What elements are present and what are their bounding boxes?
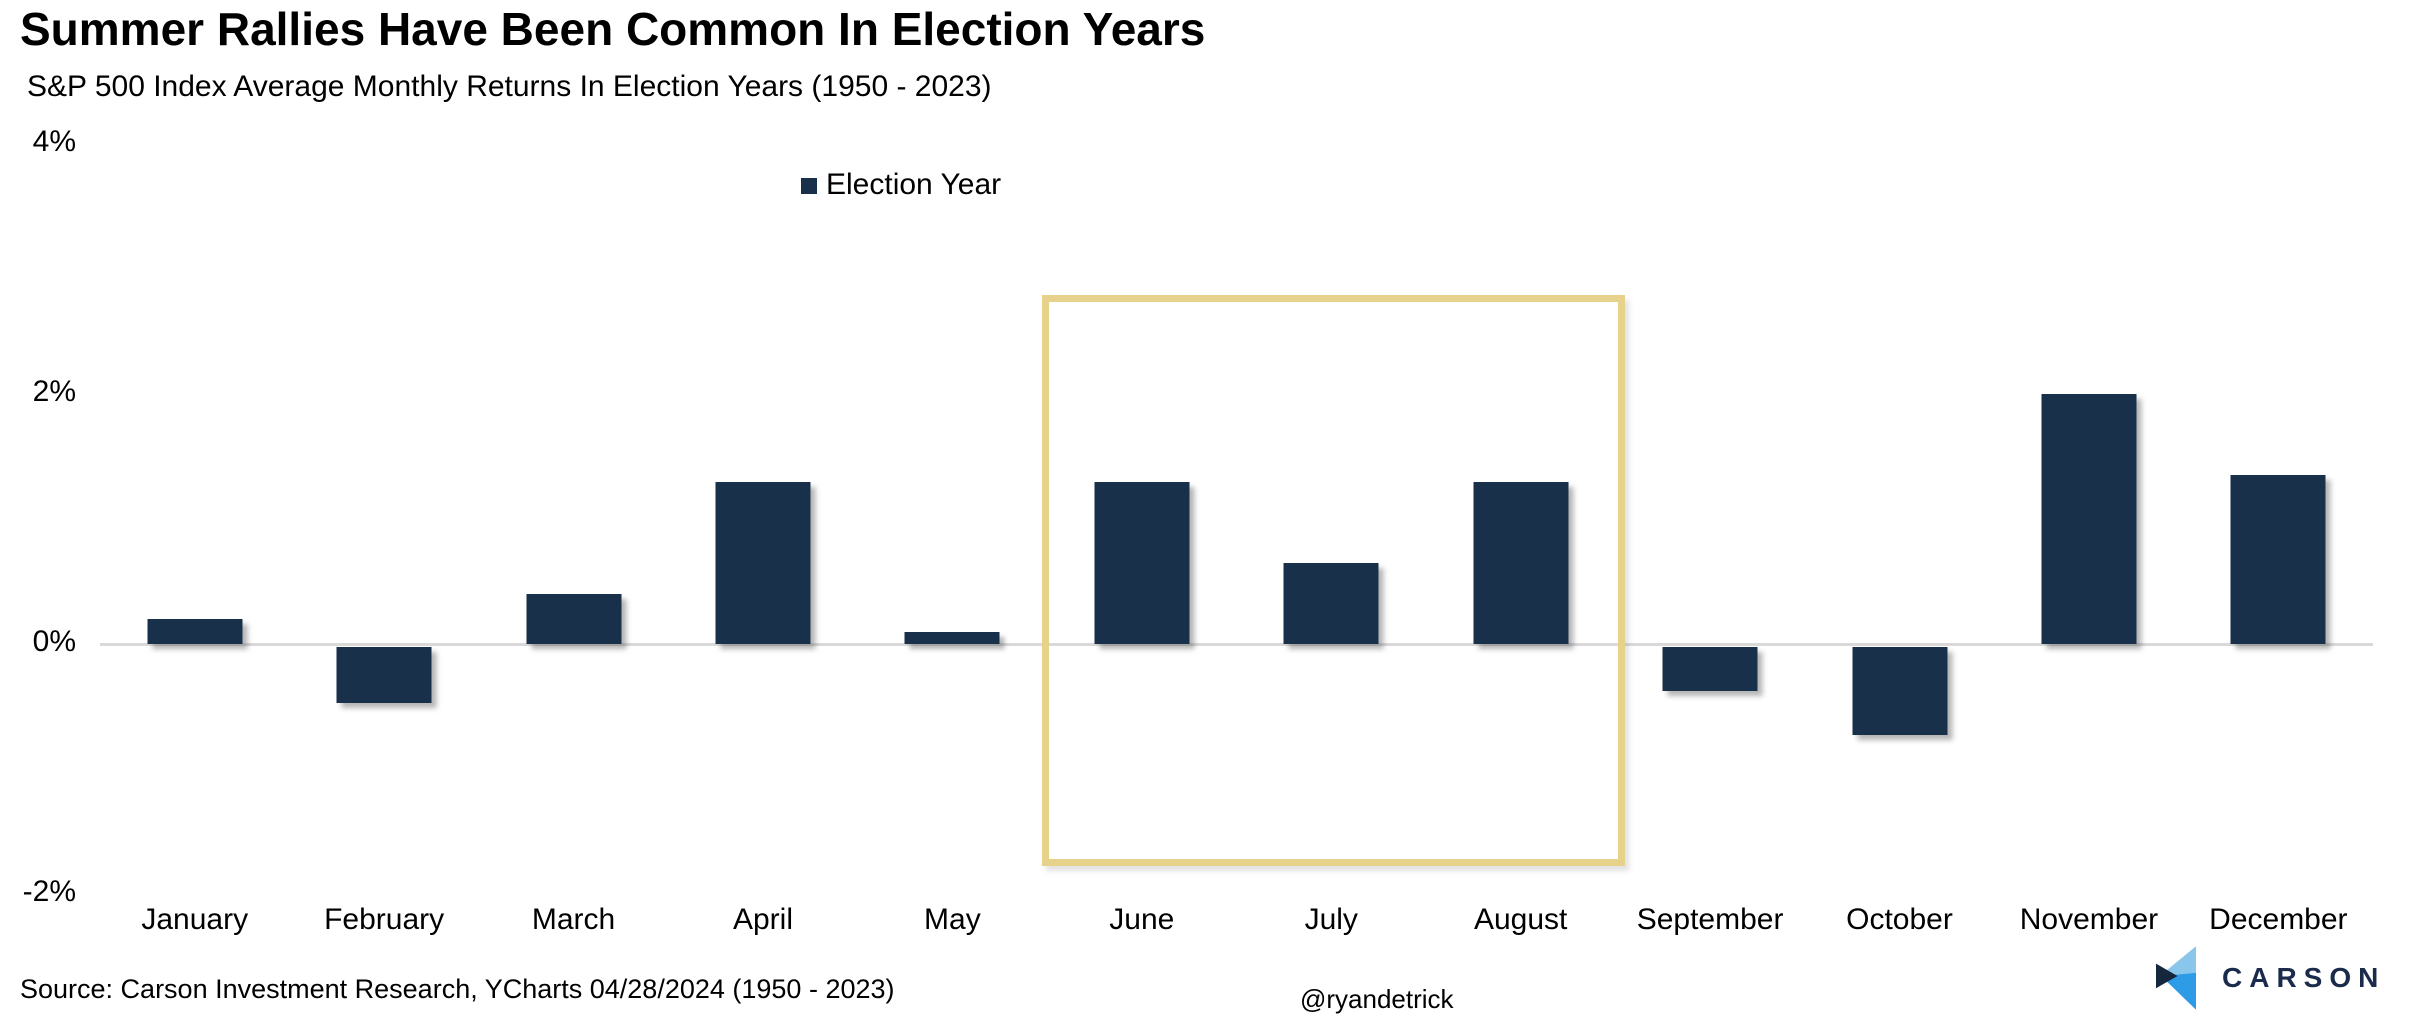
- bar-slot-june: [1047, 140, 1236, 900]
- bar-slot-may: [858, 140, 1047, 900]
- y-tick-label-0pct: 0%: [32, 625, 76, 658]
- bar-november: [2041, 394, 2137, 644]
- legend: Election Year: [801, 168, 1001, 202]
- month-label-february: February: [324, 903, 445, 936]
- bar-slot-april: [668, 140, 857, 900]
- month-label-november: November: [2019, 903, 2159, 936]
- bar-slot-december: [2184, 140, 2373, 900]
- bar-december: [2230, 475, 2326, 644]
- month-label-august: August: [1473, 903, 1568, 936]
- month-label-may: May: [924, 903, 981, 936]
- bar-slot-january: [100, 140, 289, 900]
- month-label-october: October: [1846, 903, 1953, 936]
- bar-series: [100, 140, 2373, 900]
- bar-may: [904, 631, 1000, 644]
- bar-slot-march: [479, 140, 668, 900]
- y-tick-label-neg2pct: -2%: [22, 875, 76, 908]
- month-label-april: April: [732, 903, 793, 936]
- bar-january: [147, 619, 243, 644]
- bar-july: [1283, 562, 1379, 644]
- month-label-december: December: [2209, 903, 2348, 936]
- y-tick-label-2pct: 2%: [32, 375, 76, 408]
- y-tick-label-4pct: 4%: [32, 125, 76, 158]
- bar-slot-february: [289, 140, 478, 900]
- bar-april: [715, 481, 811, 644]
- chart-title: Summer Rallies Have Been Common In Elect…: [20, 3, 1206, 55]
- summer-highlight-box: [1042, 295, 1625, 866]
- bar-slot-october: [1805, 140, 1994, 900]
- bar-june: [1094, 481, 1190, 644]
- month-label-july: July: [1304, 903, 1358, 936]
- month-label-september: September: [1636, 903, 1784, 936]
- month-label-june: June: [1109, 903, 1175, 936]
- bar-august: [1473, 481, 1569, 644]
- month-label-march: March: [531, 903, 616, 936]
- author-handle: @ryandetrick: [1300, 984, 1454, 1014]
- x-axis-labels: January February March April May June July Augu…: [100, 903, 2373, 937]
- bar-september: [1662, 647, 1758, 691]
- carson-logo-icon: [2156, 946, 2196, 1010]
- month-label-january: January: [141, 903, 249, 936]
- bar-october: [1852, 647, 1947, 735]
- bar-slot-july: [1237, 140, 1426, 900]
- zero-gridline: [100, 643, 2373, 646]
- carson-logo-text: CARSON: [2222, 962, 2386, 993]
- bar-slot-august: [1426, 140, 1615, 900]
- bar-march: [526, 594, 622, 644]
- plot-area: [100, 140, 2373, 900]
- bar-slot-september: [1615, 140, 1804, 900]
- legend-swatch-icon: [801, 178, 817, 194]
- bar-february: [336, 647, 432, 704]
- chart-subtitle: S&P 500 Index Average Monthly Returns In…: [27, 70, 992, 103]
- carson-logo: CARSON: [2156, 946, 2385, 1010]
- bar-slot-november: [1994, 140, 2183, 900]
- legend-label: Election Year: [826, 168, 1002, 201]
- source-text: Source: Carson Investment Research, YCha…: [20, 974, 895, 1004]
